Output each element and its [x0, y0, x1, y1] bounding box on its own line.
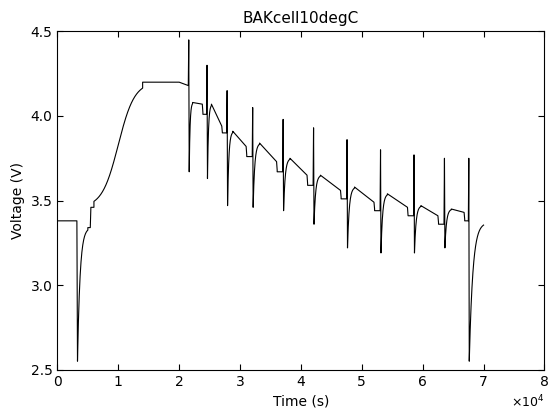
Y-axis label: Voltage (V): Voltage (V) [11, 162, 25, 239]
Title: BAKcell10degC: BAKcell10degC [243, 11, 359, 26]
X-axis label: Time (s): Time (s) [273, 394, 329, 408]
Text: $\times10^4$: $\times10^4$ [511, 393, 544, 410]
